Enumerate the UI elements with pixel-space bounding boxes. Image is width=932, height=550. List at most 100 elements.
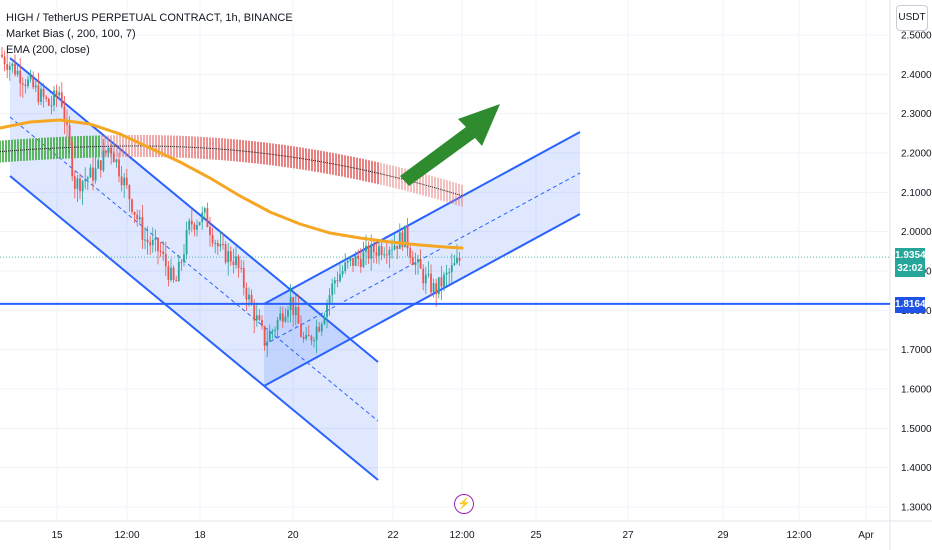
candle-body [79, 178, 81, 192]
candle-body [214, 243, 217, 245]
candle-body [188, 220, 191, 231]
y-tick-label: 1.3000 [901, 503, 932, 514]
candle-body [21, 83, 24, 85]
candle-body [458, 257, 461, 261]
x-tick-label: 12:00 [786, 530, 811, 541]
candle-body [284, 316, 287, 322]
candle-body [427, 273, 430, 275]
candle-body [24, 84, 27, 87]
candle-body [445, 272, 448, 275]
candle-body [60, 92, 63, 107]
candle-body [115, 159, 118, 163]
candle-body [362, 252, 365, 267]
candle-body [323, 317, 326, 324]
ascending-channel-mid [263, 172, 581, 346]
y-tick-label: 1.5000 [901, 424, 932, 435]
level-price-label: 1.8164 [895, 297, 926, 313]
candle-body [359, 258, 362, 267]
candle-body [211, 235, 214, 244]
candle-body [263, 326, 266, 346]
candle-body [237, 256, 240, 268]
x-tick-label: 12:00 [114, 530, 139, 541]
candle-body [40, 88, 42, 102]
candle-body [105, 150, 107, 153]
candle-body [432, 283, 435, 293]
candle-body [16, 70, 19, 75]
candle-body [198, 222, 201, 226]
candle-body [250, 294, 253, 305]
candle-body [242, 268, 245, 288]
y-tick-label: 2.2000 [901, 149, 932, 160]
candle-body [99, 160, 102, 171]
candle-body [313, 340, 315, 342]
candle-body [110, 147, 113, 154]
x-tick-label: 15 [51, 530, 63, 541]
candle-body [375, 252, 378, 256]
candle-body [229, 251, 232, 262]
x-tick-label: 20 [287, 530, 299, 541]
candle-body [274, 329, 276, 331]
candle-body [307, 335, 310, 337]
candle-body [245, 287, 248, 300]
candle-body [424, 274, 427, 284]
candle-body [341, 270, 344, 275]
candle-body [107, 147, 110, 153]
candle-body [333, 280, 336, 284]
candle-body [146, 239, 149, 243]
candle-body [94, 168, 97, 181]
current-price-value: 1.9354 [895, 250, 926, 261]
candle-body [328, 295, 331, 304]
candle-body [240, 267, 243, 269]
candle-body [154, 238, 157, 241]
candle-body [440, 277, 443, 287]
candle-body [196, 225, 198, 230]
candle-body [422, 268, 425, 284]
candle-body [430, 273, 432, 293]
candle-body [398, 232, 401, 249]
y-tick-label: 1.6000 [901, 385, 932, 396]
candle-body [73, 176, 76, 189]
candle-body [297, 307, 300, 324]
candle-body [357, 255, 360, 259]
candle-body [206, 208, 209, 228]
candle-body [120, 176, 123, 186]
current-price-label: 1.9354 32:02 [895, 248, 926, 277]
candle-body [47, 98, 50, 106]
candle-body [331, 283, 334, 296]
candle-body [125, 177, 128, 186]
x-tick-label: 18 [194, 530, 206, 541]
candle-body [372, 244, 375, 253]
candle-body [102, 150, 105, 171]
candle-body [58, 92, 61, 96]
candle-body [404, 225, 406, 248]
flash-icon[interactable]: ⚡ [454, 494, 474, 514]
candle-body [185, 230, 188, 255]
descending-channel-mid [9, 116, 379, 422]
x-tick-label: 22 [387, 530, 399, 541]
bar-countdown: 32:02 [897, 263, 923, 274]
candle-body [435, 283, 438, 295]
candle-body [315, 326, 318, 341]
symbol-title[interactable]: HIGH / TetherUS PERPETUAL CONTRACT, 1h, … [6, 12, 293, 24]
candle-body [183, 254, 185, 263]
candle-body [138, 217, 141, 220]
descending-channel-upper [9, 57, 379, 363]
candle-body [235, 256, 237, 266]
candle-body [453, 263, 456, 266]
candle-body [419, 259, 422, 269]
candle-body [131, 199, 133, 212]
candle-body [320, 323, 323, 332]
currency-selector[interactable]: USDT [896, 5, 928, 31]
candle-body [164, 253, 167, 267]
candle-body [76, 178, 79, 189]
candle-body [180, 261, 183, 263]
candle-body [336, 280, 339, 282]
candle-body [388, 249, 391, 256]
candle-body [159, 250, 162, 252]
candle-body [310, 336, 313, 341]
candle-body [8, 66, 11, 71]
indicator-market-bias[interactable]: Market Bias (, 200, 100, 7) [6, 28, 136, 40]
indicator-ema[interactable]: EMA (200, close) [6, 44, 90, 56]
candle-body [450, 265, 453, 273]
